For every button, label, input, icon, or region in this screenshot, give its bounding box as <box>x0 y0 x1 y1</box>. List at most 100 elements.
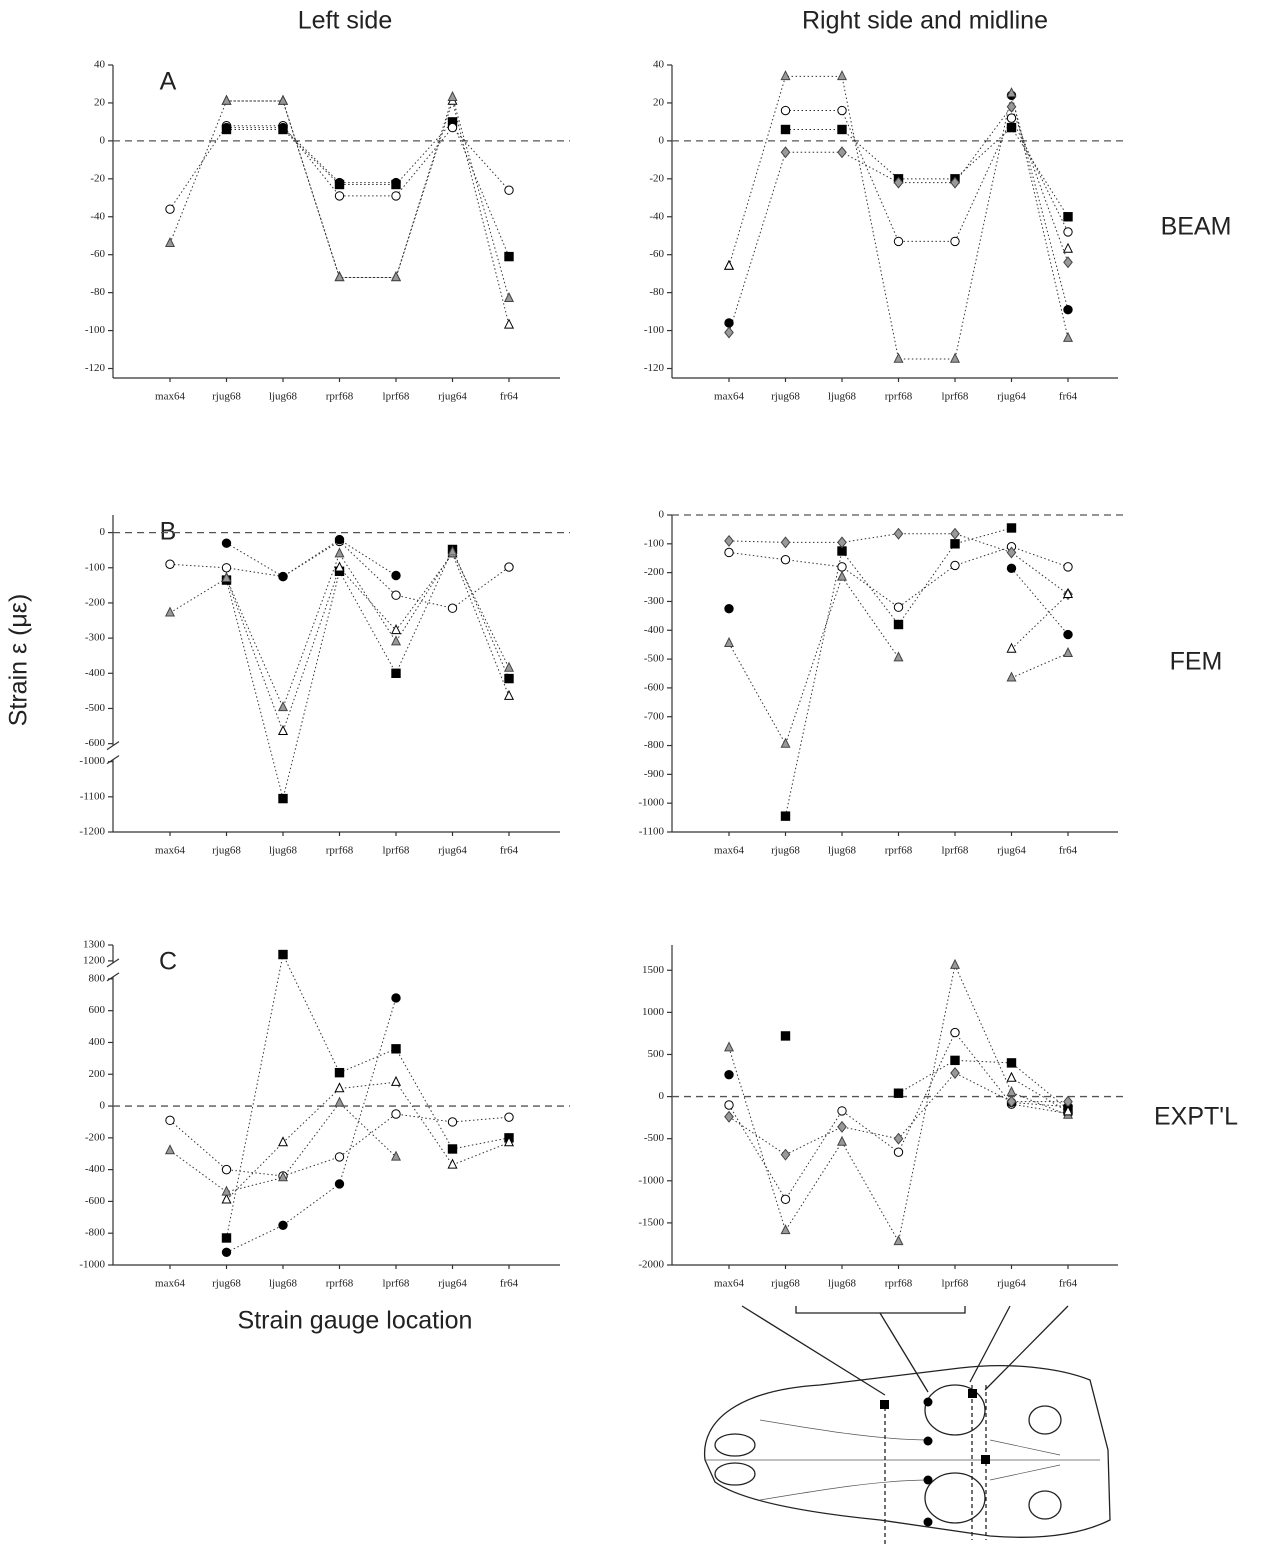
y-tick-label: 20 <box>653 96 665 108</box>
y-tick-label: -1000 <box>638 1174 664 1186</box>
marker <box>894 603 902 611</box>
y-tick-label: -600 <box>85 1195 106 1207</box>
marker <box>392 571 400 579</box>
naris <box>715 1463 755 1485</box>
y-tick-label: -200 <box>644 566 665 578</box>
marker <box>838 1137 846 1145</box>
gauge <box>924 1518 933 1527</box>
marker <box>838 106 846 114</box>
y-tick-label: -800 <box>644 739 665 751</box>
x-tick-label: max64 <box>155 845 185 857</box>
sutures <box>705 1420 1100 1500</box>
y-tick-label: -300 <box>85 632 106 644</box>
y-tick-label: -500 <box>644 1132 665 1144</box>
y-tick-label: -40 <box>649 210 664 222</box>
y-tick-label: 600 <box>89 1004 106 1016</box>
marker <box>1007 1087 1015 1095</box>
y-tick-label: -100 <box>644 537 665 549</box>
x-tick-label: lprf68 <box>942 845 969 857</box>
y-tick-label: -800 <box>85 1227 106 1239</box>
y-tick-label: -100 <box>644 324 665 336</box>
marker <box>951 1068 959 1078</box>
marker <box>222 123 230 131</box>
series-line <box>729 965 1068 1241</box>
marker <box>781 555 789 563</box>
column-title: Left side <box>298 7 393 35</box>
y-tick-label: -1200 <box>79 826 105 838</box>
marker <box>894 1148 902 1156</box>
marker <box>781 812 789 820</box>
y-tick-label: -700 <box>644 710 665 722</box>
x-tick-label: max64 <box>155 1278 185 1290</box>
x-tick-label: rjug68 <box>212 1278 241 1290</box>
marker <box>725 1043 733 1051</box>
series-line <box>227 549 510 798</box>
series-line <box>227 1082 510 1200</box>
x-tick-label: ljug68 <box>828 845 857 857</box>
x-tick-label: lprf68 <box>942 391 969 403</box>
marker <box>222 1165 230 1173</box>
marker <box>1007 564 1015 572</box>
y-tick-label: -400 <box>85 1163 106 1175</box>
marker <box>894 1089 902 1097</box>
y-tick-label: 0 <box>100 526 106 538</box>
y-tick-label: -100 <box>85 324 106 336</box>
marker <box>335 1153 343 1161</box>
y-tick-label: 1000 <box>642 1006 665 1018</box>
y-tick-label: 0 <box>659 1090 665 1102</box>
marker <box>505 293 513 301</box>
y-tick-label: -400 <box>85 667 106 679</box>
marker <box>725 319 733 327</box>
marker <box>335 192 343 200</box>
marker <box>166 238 174 246</box>
x-tick-label: rjug68 <box>771 845 800 857</box>
marker <box>725 261 733 269</box>
x-tick-label: rprf68 <box>885 845 913 857</box>
bracket <box>796 1306 965 1313</box>
y-tick-label: 1200 <box>83 954 106 966</box>
y-tick-label: -600 <box>85 737 106 749</box>
marker <box>505 563 513 571</box>
y-tick-label: -1000 <box>79 755 105 767</box>
y-tick-label: -120 <box>85 362 106 374</box>
marker <box>1007 644 1015 652</box>
marker <box>1064 563 1072 571</box>
marker <box>781 71 789 79</box>
x-tick-label: max64 <box>714 391 744 403</box>
y-tick-label: -1000 <box>638 797 664 809</box>
y-tick-label: -80 <box>90 286 105 298</box>
marker <box>505 320 513 328</box>
marker <box>725 536 733 546</box>
y-tick-label: -120 <box>644 362 665 374</box>
x-tick-label: lprf68 <box>383 1278 410 1290</box>
y-tick-label: -300 <box>644 595 665 607</box>
marker <box>392 272 400 280</box>
marker <box>335 1083 343 1091</box>
marker <box>725 638 733 646</box>
marker <box>781 1195 789 1203</box>
x-tick-label: rprf68 <box>326 391 354 403</box>
marker <box>1007 114 1015 122</box>
marker <box>1007 1059 1015 1067</box>
marker <box>392 669 400 677</box>
x-tick-label: rjug68 <box>212 845 241 857</box>
marker <box>392 591 400 599</box>
naris <box>715 1434 755 1456</box>
marker <box>1064 648 1072 656</box>
marker <box>279 1137 287 1145</box>
marker <box>781 1149 789 1159</box>
y-tick-label: 20 <box>94 96 106 108</box>
y-axis-title: Strain ε (με) <box>5 594 33 727</box>
x-tick-label: fr64 <box>500 845 519 857</box>
marker <box>505 252 513 260</box>
marker <box>1064 257 1072 267</box>
marker <box>392 1045 400 1053</box>
y-tick-label: -60 <box>649 248 664 260</box>
marker <box>279 950 287 958</box>
x-tick-label: ljug68 <box>269 1278 298 1290</box>
y-tick-label: 0 <box>100 134 106 146</box>
marker <box>838 563 846 571</box>
series-line <box>227 955 510 1238</box>
marker <box>838 147 846 157</box>
marker <box>279 572 287 580</box>
